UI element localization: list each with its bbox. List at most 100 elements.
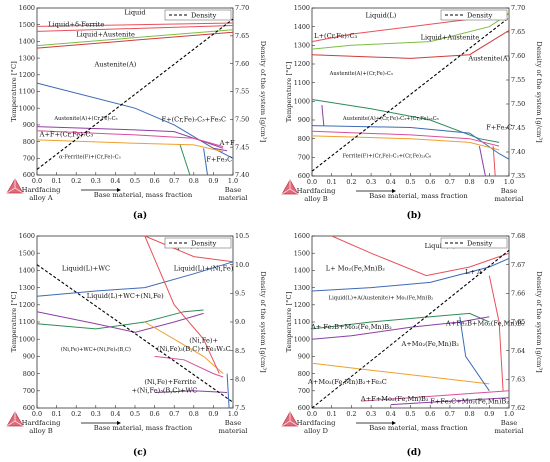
legend-label: Density	[467, 12, 493, 20]
y-tick-label: 1500	[294, 249, 310, 257]
y2-axis-title: Density of the system [g/cm³]	[259, 41, 267, 143]
y-tick-label: 1400	[294, 23, 310, 31]
y2-tick-label: 7.65	[511, 28, 525, 36]
region-label: F+Fe₃C	[206, 156, 232, 164]
phase-boundary-line	[321, 105, 325, 126]
chart-panel-a: 600 700 800 900 1000 1100 1200 1300 1400 1500 1600…	[6, 4, 267, 221]
y-tick-label: 1300	[294, 42, 310, 50]
x-tick-label: 0.5	[130, 177, 140, 185]
x-right-end-label: Base	[501, 187, 518, 195]
x-tick-label: 0.8	[465, 178, 475, 186]
plot-frame	[36, 235, 234, 409]
plot-frame	[311, 7, 510, 177]
y2-axis-title: Density of the system [g/cm³]	[535, 271, 543, 373]
x-tick-label: 0.2	[346, 410, 356, 418]
y2-tick-label: 9.5	[235, 290, 245, 298]
x-right-end-label: material	[219, 194, 248, 202]
phase-boundary-line	[36, 22, 234, 27]
phase-boundary-line	[311, 362, 490, 385]
phase-boundary-line	[311, 13, 510, 50]
software-logo-icon	[6, 187, 16, 194]
phase-boundary-line	[213, 147, 228, 152]
y2-tick-label: 7.70	[511, 4, 525, 12]
x-tick-label: 0.4	[386, 410, 396, 418]
phase-boundary-line	[36, 139, 224, 153]
region-label: α-Ferrite(F)+(Cr,Fe)₇C₃	[59, 153, 121, 160]
x-right-end-label: Base	[225, 419, 242, 427]
phase-boundary-line	[311, 316, 490, 340]
y-tick-label: 1200	[19, 71, 35, 79]
phase-boundary-line	[311, 135, 500, 151]
phase-boundary-line	[144, 235, 220, 374]
phase-boundary-line	[154, 390, 228, 393]
y2-tick-label: 8.5	[235, 347, 245, 355]
region-label: Austenite(A)+(Cr,Fe)₇C₃+(Cr,Fe)₂₃C₆	[342, 115, 439, 122]
phase-boundary-line	[144, 235, 234, 263]
x-left-end-label: Hardfacing	[297, 419, 337, 427]
x-tick-label: 0.6	[425, 178, 435, 186]
y-axis-title: Temperature [°C]	[10, 61, 18, 122]
region-label: (Ni,Fe)+	[189, 337, 218, 345]
software-logo-icon	[14, 420, 24, 427]
phase-boundary-line	[311, 257, 510, 292]
x-tick-label: 0.0	[32, 177, 42, 185]
region-label: A+Mo₂(Fe,Mn)B₂	[400, 340, 459, 348]
direction-arrow-head	[117, 421, 121, 425]
x-tick-label: 0.9	[484, 410, 494, 418]
region-label: Liquid(L)	[425, 242, 456, 250]
x-axis-title: Base material, mass fraction	[369, 192, 468, 200]
x-tick-label: 0.7	[169, 410, 179, 418]
y-tick-label: 800	[23, 370, 35, 378]
x-tick-label: 0.4	[386, 178, 396, 186]
region-label: Liquid(L)+WC+(Ni,Fe)	[87, 292, 164, 300]
y-tick-label: 1600	[19, 4, 35, 12]
phase-boundary-line	[361, 390, 510, 402]
y2-tick-label: 7.40	[235, 171, 249, 179]
x-tick-label: 0.2	[71, 410, 81, 418]
x-tick-label: 1.0	[504, 410, 514, 418]
y-tick-label: 1000	[19, 335, 35, 343]
phase-boundary-line	[36, 261, 234, 297]
x-left-end-label: Hardfacing	[297, 187, 337, 195]
region-label: (Ni,Fe)₃(B,C)+Fe₃W₃C	[157, 345, 231, 353]
region-label: Liquid(L)+A(Austenite)+ Mo₂(Fe,Mn)B₂	[329, 295, 434, 302]
region-label: F+Fe₃C+Mo₂(Fe,Mn)B₂	[430, 398, 509, 406]
legend-label: Density	[191, 240, 217, 248]
phase-boundary-line	[311, 29, 510, 59]
legend-box	[164, 9, 232, 21]
region-label: (Ni,Fe)+Ferrite	[144, 378, 196, 386]
region-label: Austenite(A)+(Cr,Fe)₇C₃	[53, 115, 117, 122]
phase-boundary-line	[144, 321, 224, 374]
y2-axis-title: Density of the system [g/cm³]	[535, 41, 543, 143]
y2-tick-label: 7.35	[511, 172, 525, 180]
x-left-end-label: Hardfacing	[22, 419, 62, 427]
direction-arrow-head	[117, 188, 121, 192]
y-tick-label: 800	[23, 138, 35, 146]
y-tick-label: 1200	[294, 301, 310, 309]
y-tick-label: 700	[298, 387, 310, 395]
direction-arrow-head	[392, 189, 396, 193]
x-tick-label: 0.9	[208, 177, 218, 185]
y2-tick-label: 7.65	[235, 32, 249, 40]
panel-label: (d)	[407, 447, 422, 458]
legend-box	[440, 9, 508, 21]
x-tick-label: 0.5	[405, 410, 415, 418]
y2-tick-label: 7.68	[511, 232, 525, 240]
x-tick-label: 0.7	[445, 178, 455, 186]
region-label: Liquid(L)+WC	[62, 264, 110, 272]
y-tick-label: 900	[23, 121, 35, 129]
direction-arrow-head	[392, 421, 396, 425]
x-tick-label: 0.3	[366, 410, 376, 418]
x-tick-label: 0.6	[425, 410, 435, 418]
y2-tick-label: 7.67	[511, 261, 525, 269]
region-label: F+(Cr,Fe)₇C₃+Fe₃C	[162, 116, 227, 124]
region-label: Liquid+Austenite	[421, 34, 480, 42]
region-label: Austenite(A)+(Cr,Fe)₇C₃	[329, 70, 393, 77]
x-left-end-label: alloy A	[29, 194, 52, 202]
software-logo-icon	[6, 420, 16, 427]
y-tick-label: 800	[298, 135, 310, 143]
y-tick-label: 1100	[19, 318, 35, 326]
x-tick-label: 0.3	[91, 410, 101, 418]
region-label: Austenite(A)	[94, 60, 137, 68]
x-tick-label: 0.9	[484, 178, 494, 186]
